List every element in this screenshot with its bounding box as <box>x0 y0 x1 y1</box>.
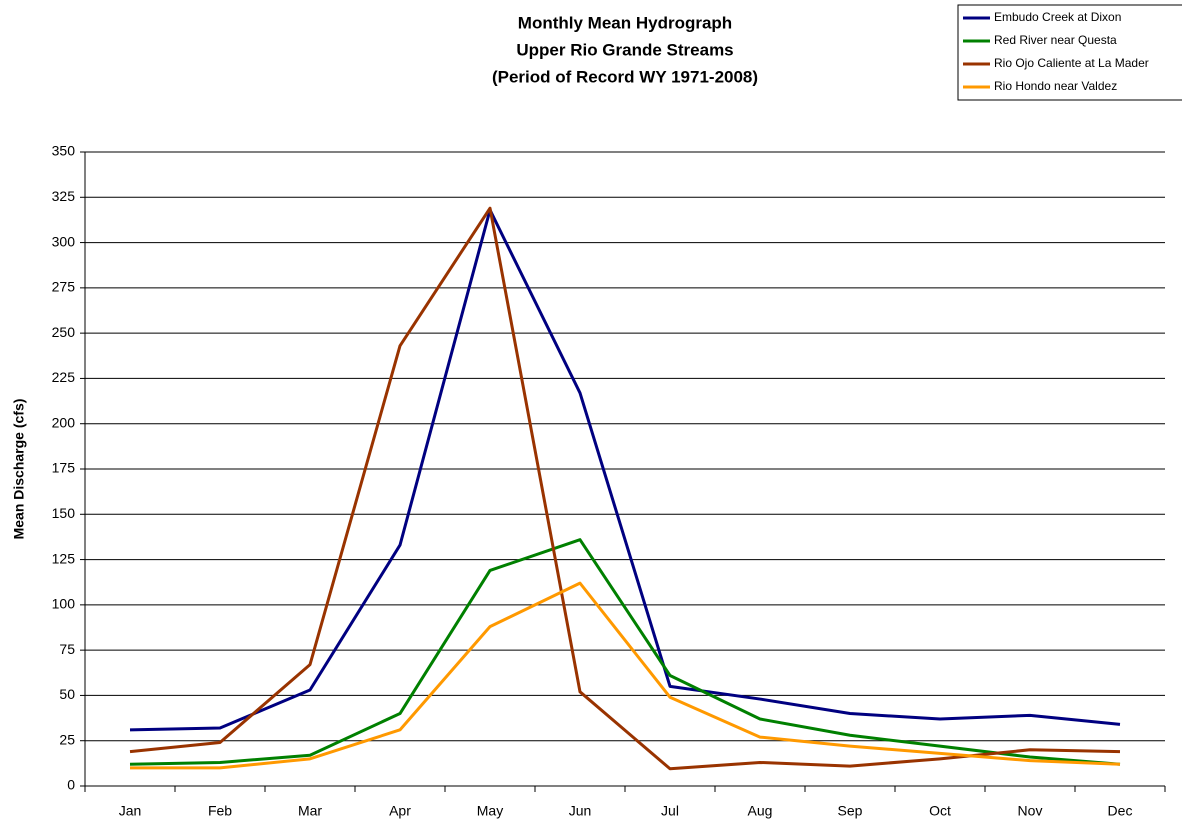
x-tick-label: Aug <box>748 803 773 819</box>
series-line <box>130 581 1121 770</box>
y-tick-label: 100 <box>52 596 76 612</box>
chart-title: (Period of Record WY 1971-2008) <box>492 67 758 86</box>
x-tick-label: Jan <box>119 803 142 819</box>
x-tick-label: Apr <box>389 803 411 819</box>
y-tick-label: 175 <box>52 460 76 476</box>
legend-label: Rio Hondo near Valdez <box>994 79 1117 93</box>
series-line <box>129 538 1121 766</box>
legend-label: Embudo Creek at Dixon <box>994 10 1121 24</box>
y-tick-label: 125 <box>52 550 76 566</box>
series-line <box>129 206 1121 771</box>
y-tick-label: 350 <box>52 143 76 159</box>
x-tick-label: May <box>477 803 503 819</box>
y-tick-label: 250 <box>52 324 76 340</box>
legend-label: Rio Ojo Caliente at La Mader <box>994 56 1149 70</box>
y-tick-label: 75 <box>59 641 75 657</box>
y-axis-label: Mean Discharge (cfs) <box>11 399 27 540</box>
x-tick-label: Feb <box>208 803 232 819</box>
legend-box <box>957 4 1182 101</box>
y-tick-label: 150 <box>52 505 76 521</box>
x-tick-label: Dec <box>1108 803 1133 819</box>
y-tick-label: 325 <box>52 188 76 204</box>
y-tick-label: 225 <box>52 369 76 385</box>
y-tick-label: 275 <box>52 279 76 295</box>
x-tick-label: Mar <box>298 803 322 819</box>
y-tick-label: 25 <box>59 731 75 747</box>
chart-title: Upper Rio Grande Streams <box>516 40 733 59</box>
x-tick-label: Sep <box>838 803 863 819</box>
y-tick-label: 200 <box>52 414 76 430</box>
y-tick-label: 0 <box>67 777 75 793</box>
chart-title: Monthly Mean Hydrograph <box>518 13 732 32</box>
legend-label: Red River near Questa <box>994 33 1117 47</box>
y-tick-label: 300 <box>52 233 76 249</box>
x-tick-label: Nov <box>1018 803 1043 819</box>
x-tick-label: Jul <box>661 803 679 819</box>
x-tick-label: Oct <box>929 803 951 819</box>
x-tick-label: Jun <box>569 803 592 819</box>
y-tick-label: 50 <box>59 686 75 702</box>
series-line <box>129 208 1121 732</box>
